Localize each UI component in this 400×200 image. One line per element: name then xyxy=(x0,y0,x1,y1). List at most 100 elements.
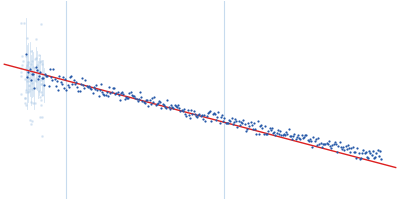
Point xyxy=(87,86,93,90)
Point xyxy=(23,104,29,107)
Point xyxy=(146,99,153,102)
Point xyxy=(319,146,325,149)
Point xyxy=(30,73,36,77)
Point xyxy=(131,94,137,97)
Point xyxy=(236,119,242,122)
Point xyxy=(88,87,94,90)
Point xyxy=(42,72,48,75)
Point xyxy=(340,145,346,148)
Point xyxy=(227,120,234,123)
Point xyxy=(46,84,52,87)
Point xyxy=(344,147,350,150)
Point xyxy=(38,115,45,119)
Point xyxy=(22,97,28,100)
Point xyxy=(26,76,32,79)
Point xyxy=(284,132,290,136)
Point xyxy=(212,113,218,116)
Point xyxy=(183,115,190,118)
Point xyxy=(164,99,170,102)
Point xyxy=(251,122,257,125)
Point xyxy=(182,112,188,115)
Point xyxy=(300,136,306,140)
Point xyxy=(106,86,112,89)
Point xyxy=(176,106,182,109)
Point xyxy=(55,88,61,92)
Point xyxy=(318,141,324,144)
Point xyxy=(78,82,84,85)
Point xyxy=(203,114,210,117)
Point xyxy=(32,86,39,89)
Point xyxy=(213,119,219,122)
Point xyxy=(361,152,368,155)
Point xyxy=(320,142,326,145)
Point xyxy=(58,82,65,85)
Point xyxy=(21,77,28,80)
Point xyxy=(27,101,34,104)
Point xyxy=(114,90,121,93)
Point xyxy=(290,134,296,137)
Point xyxy=(362,150,369,153)
Point xyxy=(112,93,118,96)
Point xyxy=(225,121,231,125)
Point xyxy=(342,145,349,148)
Point xyxy=(52,84,59,88)
Point xyxy=(374,149,381,152)
Point xyxy=(346,146,352,149)
Point xyxy=(143,98,149,101)
Point xyxy=(354,147,361,150)
Point xyxy=(228,117,235,120)
Point xyxy=(175,104,181,107)
Point xyxy=(367,151,374,154)
Point xyxy=(24,90,31,94)
Point xyxy=(304,139,311,142)
Point xyxy=(85,85,91,88)
Point xyxy=(32,78,38,81)
Point xyxy=(316,142,323,146)
Point xyxy=(96,88,103,92)
Point xyxy=(38,103,45,107)
Point xyxy=(269,127,275,130)
Point xyxy=(25,71,32,74)
Point xyxy=(314,144,320,147)
Point xyxy=(37,79,44,82)
Point xyxy=(204,112,211,115)
Point xyxy=(139,99,146,103)
Point xyxy=(365,156,371,160)
Point xyxy=(100,92,106,95)
Point xyxy=(259,127,266,130)
Point xyxy=(376,155,382,158)
Point xyxy=(25,60,32,64)
Point xyxy=(36,54,42,57)
Point xyxy=(25,73,31,76)
Point xyxy=(366,150,372,153)
Point xyxy=(26,84,32,87)
Point xyxy=(374,149,381,152)
Point xyxy=(130,94,136,98)
Point xyxy=(18,92,25,96)
Point xyxy=(263,132,269,136)
Point xyxy=(137,91,143,94)
Point xyxy=(219,114,225,117)
Point xyxy=(368,153,375,156)
Point xyxy=(245,121,251,124)
Point xyxy=(201,113,208,116)
Point xyxy=(224,121,230,124)
Point xyxy=(315,136,322,139)
Point xyxy=(359,152,365,155)
Point xyxy=(152,103,159,106)
Point xyxy=(29,59,35,63)
Point xyxy=(348,146,355,150)
Point xyxy=(215,111,222,114)
Point xyxy=(312,139,318,143)
Point xyxy=(26,80,32,83)
Point xyxy=(277,130,284,133)
Point xyxy=(34,69,40,72)
Point xyxy=(376,155,382,158)
Point xyxy=(74,86,80,89)
Point xyxy=(163,106,170,109)
Point xyxy=(195,113,202,117)
Point xyxy=(81,86,88,90)
Point xyxy=(233,119,240,122)
Point xyxy=(49,79,55,82)
Point xyxy=(24,64,30,68)
